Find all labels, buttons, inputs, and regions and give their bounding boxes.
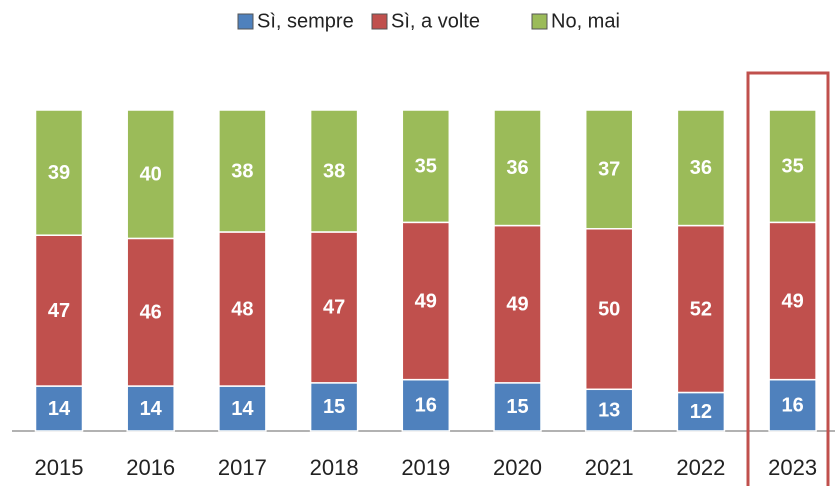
highlight-box	[746, 71, 830, 486]
bar-segment	[218, 231, 267, 387]
bar-segment	[401, 378, 451, 432]
legend-swatch	[237, 13, 254, 30]
bar-segment	[401, 221, 451, 381]
data-label: 49	[506, 293, 528, 315]
bar-segment	[768, 109, 817, 224]
x-tick-label: 2016	[126, 455, 175, 480]
data-label: 38	[323, 160, 345, 182]
bar-segment	[401, 109, 451, 224]
data-label: 47	[48, 300, 70, 322]
bar-segment	[584, 388, 634, 432]
data-label: 50	[598, 298, 620, 320]
bar-segment	[584, 228, 634, 391]
legend-label: Sì, a volte	[391, 10, 480, 32]
x-tick-label: 2020	[493, 455, 542, 480]
data-label: 14	[231, 398, 254, 420]
legend-label: No, mai	[551, 10, 620, 32]
bar-segment	[309, 109, 359, 233]
bar-segment	[676, 109, 726, 227]
bar-segment	[126, 385, 175, 432]
data-label: 14	[140, 398, 163, 420]
bar-segment	[493, 382, 542, 432]
data-label: 37	[598, 159, 620, 181]
data-label: 47	[323, 297, 345, 319]
data-label: 16	[415, 395, 437, 417]
bar-segment	[34, 385, 84, 432]
data-label: 12	[690, 401, 712, 423]
data-label: 16	[781, 395, 803, 417]
bar-segment	[768, 221, 817, 381]
data-label: 36	[690, 157, 712, 179]
bar-segment	[676, 391, 726, 432]
data-label: 52	[690, 298, 712, 320]
data-label: 48	[231, 298, 253, 320]
legend-swatch	[371, 13, 388, 30]
bar-segment	[309, 231, 359, 384]
data-label: 38	[231, 160, 253, 182]
data-label: 49	[415, 290, 437, 312]
data-label: 49	[781, 290, 803, 312]
legend-label: Sì, sempre	[257, 10, 354, 32]
data-label: 40	[140, 163, 162, 185]
bar-segment	[584, 109, 634, 230]
x-tick-label: 2023	[768, 455, 817, 480]
bar-segment	[218, 385, 267, 432]
bar-segment	[768, 378, 817, 432]
bar-segment	[218, 109, 267, 233]
x-tick-label: 2015	[35, 455, 84, 480]
bar-segment	[126, 109, 175, 240]
data-label: 15	[506, 396, 528, 418]
data-label: 13	[598, 399, 620, 421]
x-tick-label: 2021	[585, 455, 634, 480]
bar-segment	[493, 224, 542, 384]
legend-swatch	[531, 13, 548, 30]
bar-segment	[34, 109, 84, 236]
data-label: 35	[781, 155, 803, 177]
x-tick-label: 2019	[401, 455, 450, 480]
data-label: 15	[323, 396, 345, 418]
data-label: 46	[140, 302, 162, 324]
x-tick-label: 2017	[218, 455, 267, 480]
data-label: 36	[506, 157, 528, 179]
data-label: 35	[415, 155, 437, 177]
bar-segment	[126, 237, 175, 387]
data-label: 14	[48, 398, 71, 420]
bar-segment	[493, 109, 542, 227]
bar-segment	[676, 224, 726, 394]
x-tick-label: 2018	[310, 455, 359, 480]
data-label: 39	[48, 162, 70, 184]
x-tick-label: 2022	[676, 455, 725, 480]
